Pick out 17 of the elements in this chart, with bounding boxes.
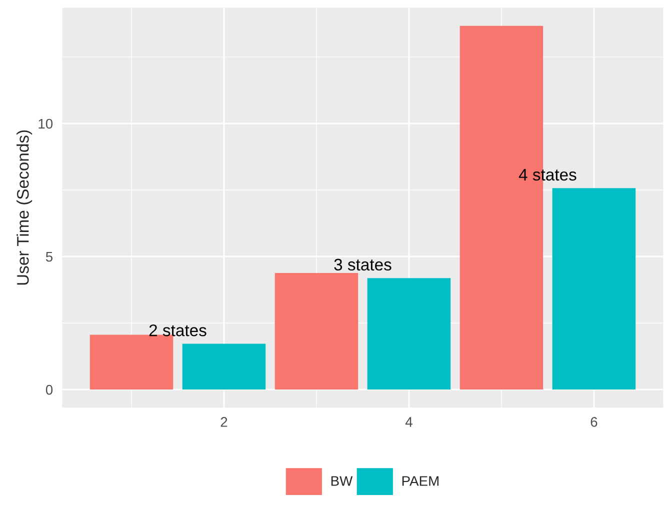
y-tick-label: 10 — [38, 118, 53, 129]
legend-label: BW — [331, 476, 353, 486]
y-axis-title: User Time (Seconds) — [16, 130, 32, 285]
bar — [552, 188, 636, 390]
bar — [90, 334, 174, 390]
bar — [274, 273, 358, 390]
annotation: 3 states — [334, 258, 392, 271]
x-tick-label: 4 — [405, 417, 412, 427]
x-tick-label: 2 — [220, 417, 228, 427]
y-tick-label: 0 — [46, 384, 53, 395]
annotation: 4 states — [518, 168, 576, 181]
legend-label: PAEM — [402, 476, 438, 486]
bar — [182, 344, 266, 390]
x-tick-label: 6 — [590, 417, 598, 427]
y-tick-label: 5 — [46, 252, 53, 262]
bar — [367, 278, 451, 390]
annotation: 2 states — [149, 324, 206, 336]
